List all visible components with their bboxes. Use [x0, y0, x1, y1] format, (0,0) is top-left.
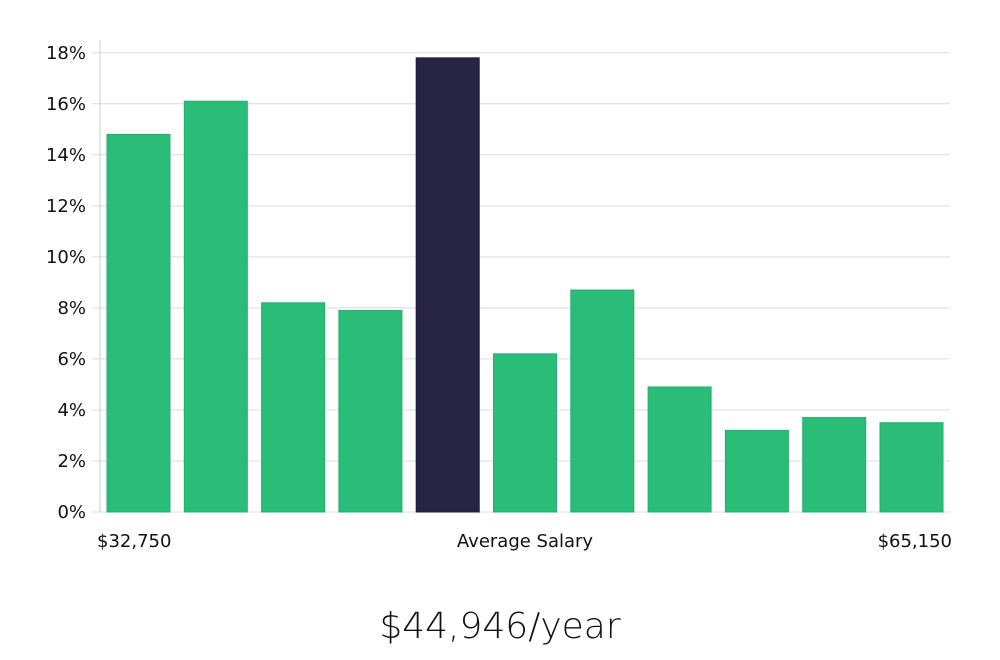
y-tick-label: 4%	[57, 400, 86, 421]
bar	[879, 422, 944, 513]
y-tick-label: 6%	[57, 349, 86, 370]
x-label-average: Average Salary	[457, 531, 594, 552]
bar	[106, 133, 171, 513]
bars	[106, 57, 944, 513]
bar	[183, 100, 248, 513]
y-tick-label: 12%	[46, 196, 86, 217]
bar	[493, 353, 557, 513]
x-label-min: $32,750	[97, 531, 171, 552]
x-axis-labels: $32,750 Average Salary $65,150	[97, 531, 952, 552]
y-tick-label: 0%	[57, 502, 86, 523]
bar	[647, 386, 712, 513]
bar-average	[415, 57, 480, 513]
average-salary-value: $44,946/year	[379, 606, 621, 647]
y-tick-label: 14%	[46, 145, 86, 166]
y-tick-label: 16%	[46, 94, 86, 115]
y-tick-label: 8%	[57, 298, 86, 319]
bar	[570, 289, 635, 513]
x-label-max: $65,150	[878, 531, 952, 552]
y-tick-label: 18%	[46, 43, 86, 64]
salary-distribution-chart: 0% 2% 4% 6% 8% 10% 12% 14% 16% 18% $32,750 Averag…	[46, 40, 952, 552]
bar	[802, 417, 867, 513]
y-tick-labels: 0% 2% 4% 6% 8% 10% 12% 14% 16% 18%	[46, 43, 86, 523]
y-tick-label: 2%	[57, 451, 86, 472]
y-tick-label: 10%	[46, 247, 86, 268]
bar	[338, 309, 403, 513]
bar	[724, 429, 789, 513]
bar	[261, 302, 326, 513]
